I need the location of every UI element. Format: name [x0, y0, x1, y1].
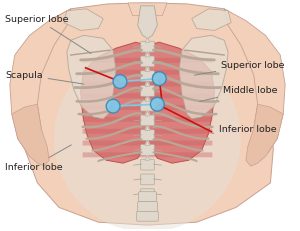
Polygon shape [146, 127, 149, 131]
FancyBboxPatch shape [141, 174, 154, 185]
FancyBboxPatch shape [141, 130, 154, 141]
Polygon shape [146, 39, 149, 43]
FancyBboxPatch shape [82, 82, 148, 87]
FancyBboxPatch shape [148, 59, 212, 64]
FancyBboxPatch shape [138, 202, 157, 211]
Polygon shape [22, 4, 273, 225]
Polygon shape [146, 69, 149, 73]
FancyBboxPatch shape [139, 192, 156, 202]
FancyBboxPatch shape [82, 106, 148, 111]
FancyBboxPatch shape [148, 70, 212, 75]
Polygon shape [64, 10, 103, 31]
Polygon shape [179, 36, 228, 119]
FancyBboxPatch shape [141, 145, 154, 156]
FancyBboxPatch shape [148, 117, 212, 122]
Polygon shape [138, 7, 157, 39]
Polygon shape [146, 98, 149, 102]
FancyBboxPatch shape [137, 211, 158, 221]
Polygon shape [146, 83, 149, 87]
FancyBboxPatch shape [141, 101, 154, 112]
Circle shape [54, 46, 241, 231]
Text: Middle lobe: Middle lobe [200, 85, 278, 102]
FancyBboxPatch shape [82, 94, 148, 99]
Circle shape [113, 75, 127, 89]
Text: Superior lobe: Superior lobe [194, 61, 285, 76]
FancyBboxPatch shape [148, 82, 212, 87]
FancyBboxPatch shape [82, 59, 148, 64]
Polygon shape [12, 105, 49, 166]
FancyBboxPatch shape [148, 141, 212, 146]
FancyBboxPatch shape [148, 94, 212, 99]
FancyBboxPatch shape [82, 117, 148, 122]
Polygon shape [148, 43, 214, 164]
FancyBboxPatch shape [148, 106, 212, 111]
FancyBboxPatch shape [82, 129, 148, 134]
Polygon shape [146, 54, 149, 58]
FancyBboxPatch shape [141, 86, 154, 97]
Polygon shape [192, 10, 231, 31]
Text: Inferior lobe: Inferior lobe [5, 145, 71, 171]
FancyBboxPatch shape [141, 57, 154, 67]
FancyBboxPatch shape [82, 70, 148, 75]
FancyBboxPatch shape [82, 141, 148, 146]
FancyBboxPatch shape [141, 42, 154, 53]
Circle shape [151, 98, 164, 112]
Polygon shape [67, 36, 116, 119]
Text: Superior lobe: Superior lobe [5, 15, 91, 54]
Polygon shape [146, 142, 149, 146]
Polygon shape [246, 105, 283, 166]
FancyBboxPatch shape [141, 189, 154, 200]
Circle shape [152, 73, 166, 86]
Polygon shape [146, 157, 149, 161]
FancyBboxPatch shape [141, 160, 154, 170]
FancyBboxPatch shape [148, 153, 212, 158]
FancyBboxPatch shape [148, 129, 212, 134]
FancyBboxPatch shape [141, 71, 154, 82]
FancyBboxPatch shape [82, 153, 148, 158]
Circle shape [106, 100, 120, 114]
Polygon shape [224, 10, 285, 154]
FancyBboxPatch shape [141, 116, 154, 126]
Text: Scapula: Scapula [5, 71, 84, 85]
Polygon shape [146, 112, 149, 116]
Polygon shape [128, 4, 167, 17]
Polygon shape [10, 10, 71, 154]
Text: Inferior lobe: Inferior lobe [212, 125, 277, 134]
Polygon shape [81, 43, 148, 164]
